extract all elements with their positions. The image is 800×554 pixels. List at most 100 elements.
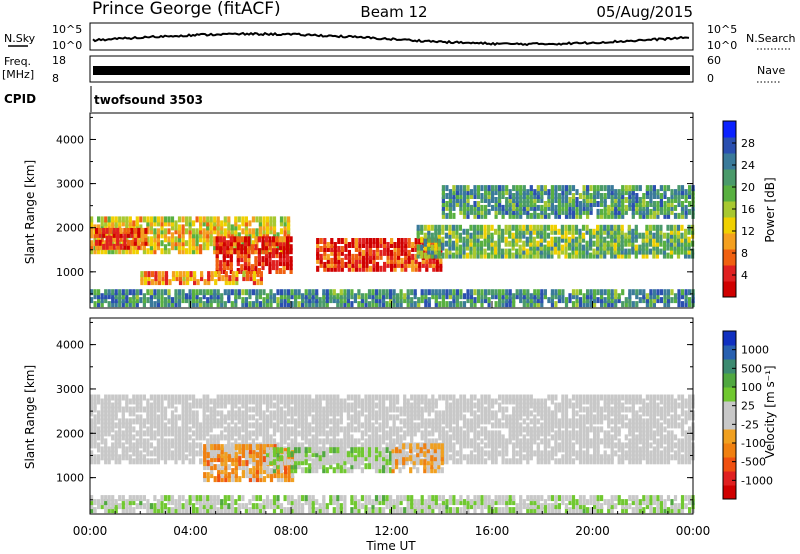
velocity-cell [206,438,210,445]
velocity-cell [163,458,168,465]
power-cell [659,236,663,243]
velocity-cell [139,418,143,425]
velocity-cell [642,450,646,457]
power-cell [441,204,445,211]
power-cell [385,301,389,308]
velocity-cell [346,402,350,409]
velocity-cell [427,402,431,409]
power-cell [575,297,579,304]
power-cell [140,271,144,278]
velocity-cell [241,422,245,429]
power-cell [107,301,111,308]
velocity-cell [424,394,428,401]
velocity-cell [431,430,435,437]
velocity-cell [364,438,368,445]
power-cell [400,246,404,252]
power-cell [437,236,441,243]
power-cell [676,232,681,239]
power-cell [624,232,628,239]
power-cell [497,248,501,255]
velocity-cell [589,458,593,465]
power-cell [673,193,678,199]
y-tick-label: 4000 [56,133,84,146]
velocity-cell [374,426,379,433]
velocity-cell [269,472,274,479]
velocity-cell [399,434,403,441]
velocity-cell [100,426,104,433]
velocity-cell [252,472,256,479]
power-cell [199,232,203,239]
velocity-cell [659,434,663,441]
velocity-cell [371,398,375,405]
velocity-cell [100,450,104,457]
velocity-cell [389,430,393,437]
power-cell [652,189,656,196]
power-cell [326,242,330,248]
power-cell [494,240,498,247]
velocity-cell [557,430,561,437]
power-cell [188,297,192,304]
velocity-cell [680,454,685,461]
power-cell [473,212,477,219]
power-cell [501,293,505,300]
power-cell [606,228,610,235]
power-cell [585,240,589,247]
power-cell [455,201,459,207]
velocity-cell [378,398,382,405]
velocity-cell [673,414,678,421]
power-cell [250,264,254,271]
power-cell [354,257,358,264]
velocity-cell [230,446,234,453]
power-cell [494,228,498,235]
power-cell [219,244,223,251]
velocity-cell [227,434,231,441]
power-cell [676,240,681,247]
power-cell [448,197,452,203]
power-cell [680,204,685,211]
power-cell [614,297,618,304]
power-cell [237,232,241,239]
velocity-cell [308,430,312,437]
velocity-cell [269,418,273,425]
velocity-cell [308,406,312,413]
velocity-cell [571,406,576,413]
power-cell [487,289,491,296]
power-cell [97,301,101,308]
velocity-cell [273,444,277,451]
power-cell [125,236,129,243]
power-cell [571,208,576,215]
power-cell [631,197,635,203]
power-cell [244,289,248,296]
velocity-cell [600,414,604,421]
velocity-cell [181,418,185,425]
power-cell [642,212,646,219]
velocity-cell [547,422,551,429]
power-cell [374,297,379,304]
power-cell [571,289,576,296]
power-cell [105,227,109,234]
velocity-cell [445,414,449,421]
power-cell [652,301,656,308]
velocity-cell [684,454,688,461]
power-cell [379,249,383,256]
power-cell [621,289,625,296]
power-cell [621,197,625,203]
velocity-cell [223,434,227,441]
velocity-cell [318,430,322,437]
power-cell [209,224,213,231]
velocity-cell [434,410,438,417]
power-cell [582,189,586,196]
power-cell [333,265,337,272]
power-cell [279,293,284,300]
velocity-cell [269,410,273,417]
velocity-cell [688,406,692,413]
velocity-cell [649,450,653,457]
power-cell [413,301,417,308]
velocity-cell [332,418,336,425]
velocity-cell [350,414,354,421]
power-cell [645,224,649,231]
power-cell [264,248,269,255]
velocity-cell [684,442,688,449]
power-cell [673,204,678,211]
power-cell [480,297,484,304]
